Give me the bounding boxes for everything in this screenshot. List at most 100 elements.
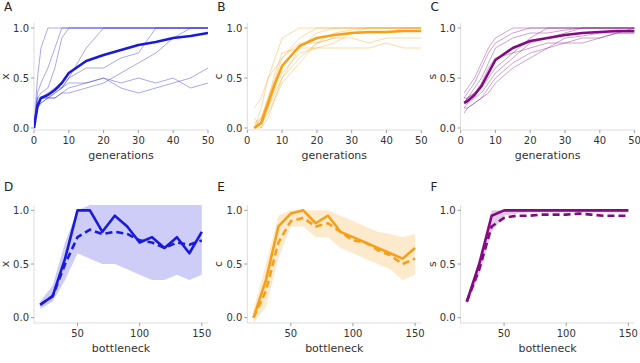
x-axis-label: generations <box>302 149 368 162</box>
y-tick-label: 0.5 <box>440 259 456 270</box>
run-line <box>34 28 208 128</box>
x-tick <box>504 323 505 326</box>
band <box>254 210 416 323</box>
x-axis-label: generations <box>515 149 581 162</box>
y-tick-label: 0.5 <box>440 73 456 84</box>
x-tick <box>208 130 209 133</box>
plot-area <box>464 28 635 113</box>
panel: C0.00.51.001020304050generationss <box>426 0 640 162</box>
y-tick-label: 0.0 <box>13 123 29 134</box>
x-tick <box>634 130 635 133</box>
x-tick-label: 30 <box>559 135 572 146</box>
series-line <box>254 218 416 318</box>
run-line <box>34 28 208 128</box>
x-tick <box>386 130 387 133</box>
series-line <box>34 33 208 128</box>
x-tick <box>173 130 174 133</box>
panel-label: B <box>217 0 225 14</box>
x-tick <box>530 130 531 133</box>
x-tick-label: 40 <box>380 135 393 146</box>
x-tick <box>352 323 353 326</box>
x-axis-label: bottleneck <box>92 342 151 355</box>
plot-area <box>34 28 208 128</box>
y-tick-label: 1.0 <box>226 205 242 216</box>
run-line <box>254 38 421 128</box>
x-tick-label: 0 <box>457 135 463 146</box>
x-axis-label: generations <box>88 149 154 162</box>
x-tick-label: 30 <box>345 135 358 146</box>
run-line <box>464 28 635 108</box>
y-tick-label: 0.0 <box>226 123 242 134</box>
y-tick <box>31 128 34 129</box>
y-tick <box>244 317 247 318</box>
y-tick <box>31 78 34 79</box>
x-axis-line <box>461 130 635 131</box>
y-axis-label: c <box>212 261 225 267</box>
run-line <box>254 28 421 108</box>
series-line <box>464 31 635 103</box>
run-line <box>34 68 208 128</box>
y-tick <box>458 128 461 129</box>
y-tick <box>458 28 461 29</box>
x-tick <box>599 130 600 133</box>
y-tick <box>244 264 247 265</box>
y-tick-label: 0.0 <box>226 312 242 323</box>
x-tick-label: 10 <box>276 135 289 146</box>
y-tick <box>244 210 247 211</box>
panel-label: C <box>431 0 439 14</box>
y-tick-label: 0.5 <box>13 259 29 270</box>
x-tick-label: 40 <box>167 135 180 146</box>
y-tick <box>458 210 461 211</box>
x-tick <box>103 130 104 133</box>
series-line <box>467 214 629 302</box>
y-tick <box>31 264 34 265</box>
panel: D0.00.51.050100150bottleneckx <box>0 180 211 355</box>
plot-area <box>467 210 629 304</box>
series-line <box>40 230 202 305</box>
x-tick <box>201 323 202 326</box>
x-tick <box>68 130 69 133</box>
y-tick-label: 0.0 <box>13 312 29 323</box>
x-tick <box>460 130 461 133</box>
x-tick-label: 50 <box>202 135 215 146</box>
x-tick <box>316 130 317 133</box>
y-axis-label: x <box>0 73 12 80</box>
y-tick-label: 0.5 <box>226 259 242 270</box>
run-line <box>34 28 208 128</box>
run-line <box>34 28 208 128</box>
x-tick-label: 10 <box>62 135 75 146</box>
y-axis-line <box>34 23 35 130</box>
y-tick-label: 0.0 <box>440 312 456 323</box>
x-tick <box>566 323 567 326</box>
y-tick-label: 1.0 <box>13 205 29 216</box>
y-axis-label: x <box>0 260 12 267</box>
x-tick <box>415 323 416 326</box>
x-tick <box>290 323 291 326</box>
y-axis-label: s <box>426 261 439 267</box>
panel: F0.00.51.050100150bottlenecks <box>426 180 638 355</box>
y-tick-label: 1.0 <box>440 205 456 216</box>
x-axis-line <box>247 323 421 324</box>
y-axis-label: c <box>212 73 225 79</box>
y-tick <box>31 317 34 318</box>
x-tick-label: 0 <box>31 135 37 146</box>
x-tick-label: 150 <box>406 328 425 339</box>
panel-label: E <box>217 180 225 194</box>
x-tick <box>495 130 496 133</box>
y-tick-label: 1.0 <box>13 23 29 34</box>
x-tick <box>138 130 139 133</box>
plot-area <box>254 210 416 323</box>
y-tick <box>244 78 247 79</box>
x-tick-label: 0 <box>244 135 250 146</box>
series-line <box>40 210 202 304</box>
run-line <box>464 33 635 98</box>
x-axis-line <box>461 323 635 324</box>
x-tick-label: 50 <box>628 135 640 146</box>
x-tick-label: 30 <box>132 135 145 146</box>
series-line <box>254 210 416 317</box>
y-tick <box>458 317 461 318</box>
x-tick <box>565 130 566 133</box>
x-tick-label: 150 <box>192 328 211 339</box>
run-line <box>34 28 208 128</box>
y-tick-label: 0.5 <box>13 73 29 84</box>
